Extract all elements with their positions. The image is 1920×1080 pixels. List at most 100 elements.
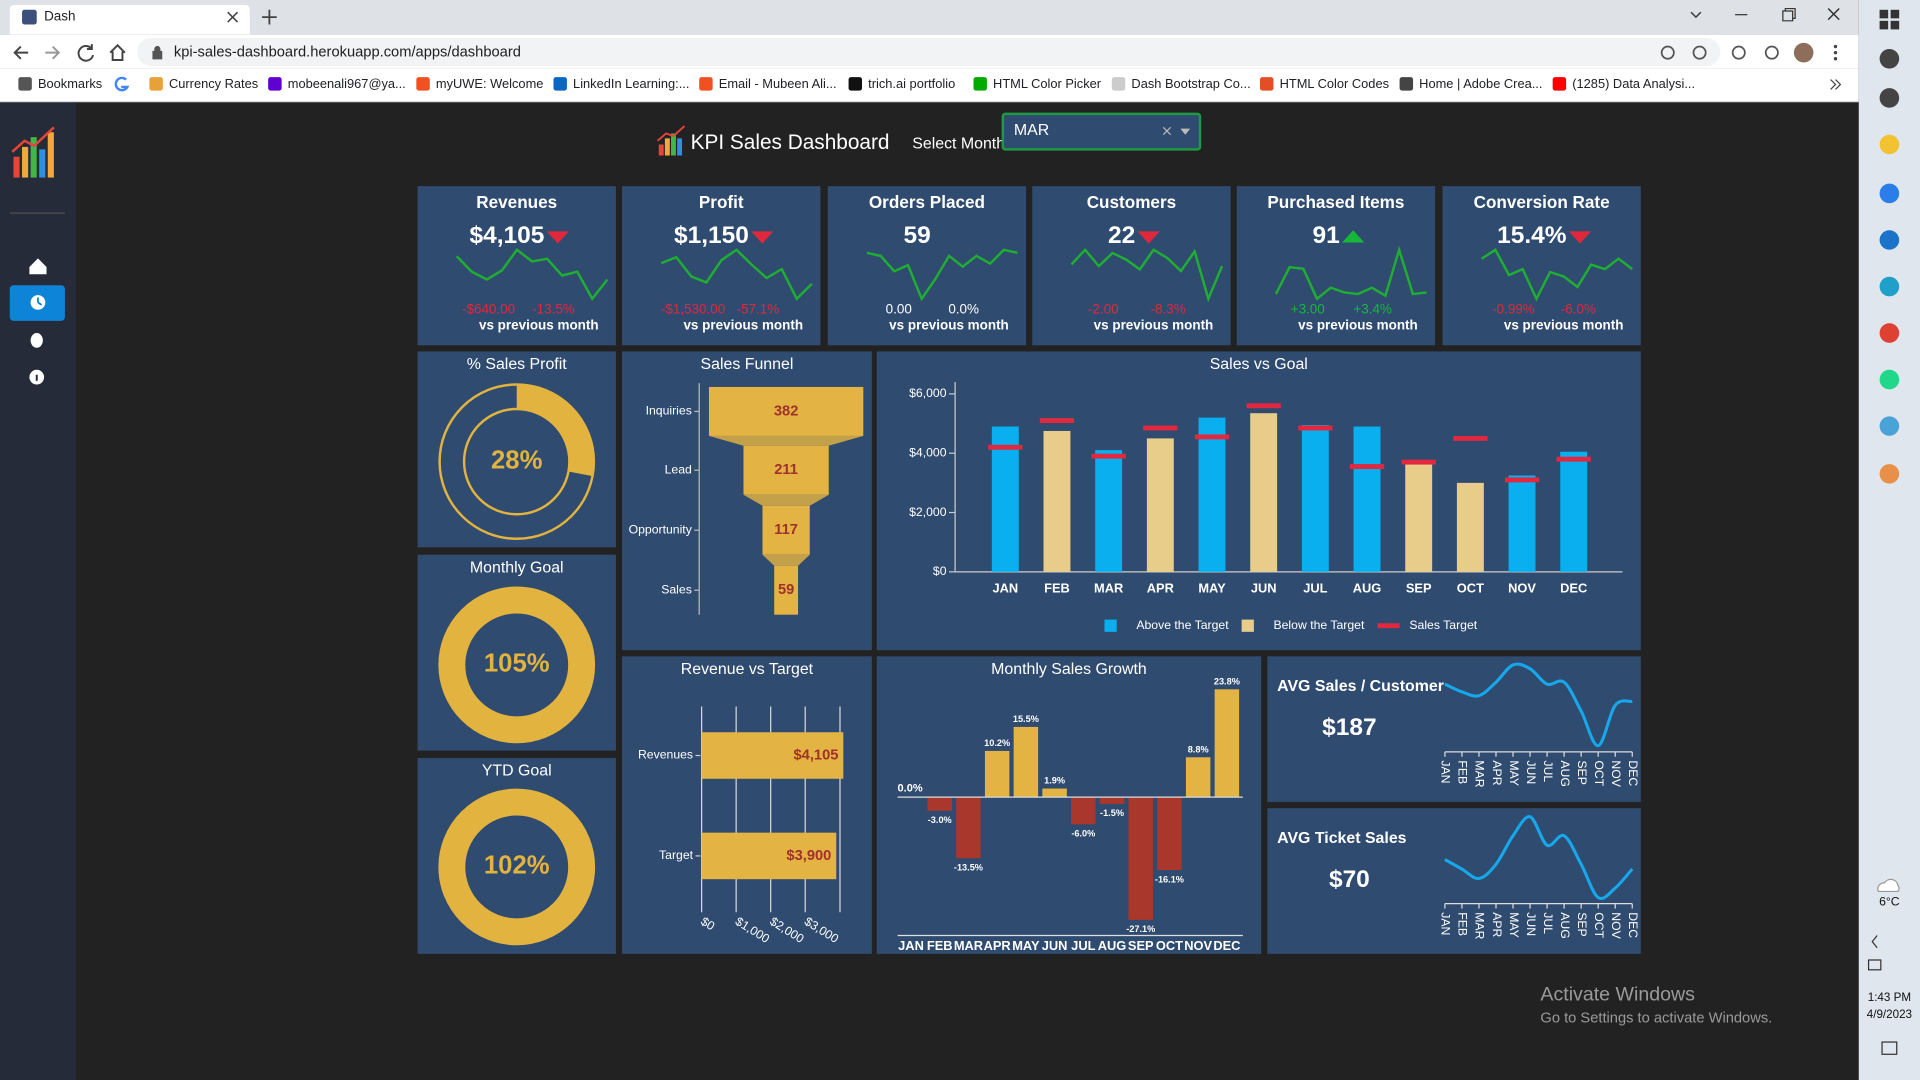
menu-dot [1833,50,1838,55]
taskbar-chrome[interactable] [1879,323,1900,343]
toolbar-icon[interactable] [1660,45,1675,60]
x-tick-label: APR [1490,912,1504,937]
bar-value: $3,900 [786,848,831,864]
taskbar-store[interactable] [1879,183,1900,204]
card [417,186,616,346]
funnel-label: Opportunity [629,522,693,536]
kpi-change: -0.99% [1492,301,1535,316]
close-window[interactable] [1827,8,1840,21]
kpi-change-pct: +3.4% [1353,301,1392,316]
card [827,186,1027,346]
new-tab[interactable] [262,9,277,25]
start [1890,9,1900,19]
x-tick-label: OCT [1592,760,1606,786]
kpi-change-pct: 0.0% [948,301,979,316]
kpi-value: 15.4% [1497,222,1567,249]
x-tick-label: APR [1147,580,1175,595]
menu-dot [1833,44,1838,49]
reload[interactable] [77,44,95,62]
taskbar-task-view[interactable] [1879,88,1900,108]
x-tick-label: MAY [1507,760,1521,786]
bookmark[interactable]: mobeenali967@ya... [288,76,406,91]
logo-line [11,126,55,153]
bookmark[interactable]: LinkedIn Learning:... [573,76,689,91]
y-tick-label: $2,000 [909,505,947,519]
nav-database[interactable] [30,333,43,348]
bookmark[interactable]: Bookmarks [38,76,102,91]
bookmark[interactable]: Home | Adobe Crea... [1419,76,1542,91]
taskbar-pycharm[interactable] [1879,369,1900,390]
selected-month: MAR [1014,122,1049,139]
taskbar-app[interactable] [1879,416,1900,436]
back[interactable] [13,45,29,60]
bookmark[interactable]: Email - Mubeen Ali... [719,76,837,91]
profile[interactable] [1793,42,1814,63]
bookmark[interactable]: (1285) Data Analysi... [1572,76,1695,91]
bookmark-icon [1260,77,1274,91]
bookmark[interactable]: trich.ai portfolio [868,76,955,91]
funnel-connector [708,435,864,446]
dropdown-clear[interactable] [1162,126,1172,136]
forward[interactable] [45,45,61,60]
toolbar-icon[interactable] [1692,45,1707,60]
x-tick-label: MAY [1012,938,1040,953]
card [1267,808,1641,954]
month-dropdown[interactable] [1001,112,1202,151]
tab-close[interactable] [227,11,239,23]
kpi-change: -$640.00 [462,301,515,316]
bar [1146,438,1174,572]
funnel-connector [743,494,829,506]
x-tick-label: MAR [1473,912,1487,939]
address-bar[interactable] [137,37,1721,67]
bookmark-icon [149,77,163,91]
restore[interactable] [1782,7,1796,22]
dropdown-arrow[interactable] [1180,128,1191,135]
menu-dot [1833,57,1838,61]
tab-search[interactable] [1690,11,1702,19]
taskbar-explorer[interactable] [1879,134,1900,155]
bar [1071,797,1096,825]
taskbar-edge[interactable] [1879,276,1900,297]
x-tick-label: MAR [954,938,984,953]
x-tick-label: JUL [1071,938,1095,953]
x-tick-label: FEB [927,938,953,953]
bookmark[interactable]: Currency Rates [169,76,258,91]
y-tick-label: $4,000 [909,445,947,459]
bookmark-icon [1111,77,1126,91]
trend-arrow [1568,231,1592,244]
funnel-label: Lead [665,462,692,476]
gauge-arc [438,789,595,945]
x-tick-label: OCT [1592,912,1606,938]
bar-value: -6.0% [1071,829,1095,839]
card [1267,656,1641,803]
legend-label: Below the Target [1273,618,1365,632]
bookmark[interactable]: HTML Color Picker [993,76,1102,91]
x-tick-label: $0 [698,914,717,933]
toolbar-icon[interactable] [1731,45,1746,60]
x-tick-label: NOV [1184,938,1212,953]
kpi-footer: vs previous month [479,317,599,332]
x-tick-label: JUL [1541,912,1555,934]
x-tick-label: OCT [1156,938,1183,953]
bookmark[interactable]: HTML Color Codes [1280,76,1389,91]
more-bookmarks[interactable] [1830,79,1842,90]
bar [1456,482,1484,572]
toolbar-icon[interactable] [1764,45,1779,60]
logo-bar [22,146,29,178]
logo-bar [39,149,46,178]
target-marker [988,444,1023,450]
bar [1042,788,1067,798]
chart-title: Sales Funnel [701,356,794,373]
bookmark[interactable]: Dash Bootstrap Co... [1131,76,1250,91]
nav-home[interactable] [29,258,47,275]
home[interactable] [109,43,126,61]
kpi-value: 22 [1108,222,1135,249]
x-tick-label: NOV [1508,580,1536,595]
taskbar-search[interactable] [1879,48,1900,69]
bookmark[interactable]: myUWE: Welcome [436,76,544,91]
tab[interactable] [9,4,250,35]
taskbar-mail[interactable] [1879,230,1900,250]
taskbar-paint[interactable] [1879,464,1900,484]
bar [1353,426,1381,572]
bar [1508,475,1536,572]
